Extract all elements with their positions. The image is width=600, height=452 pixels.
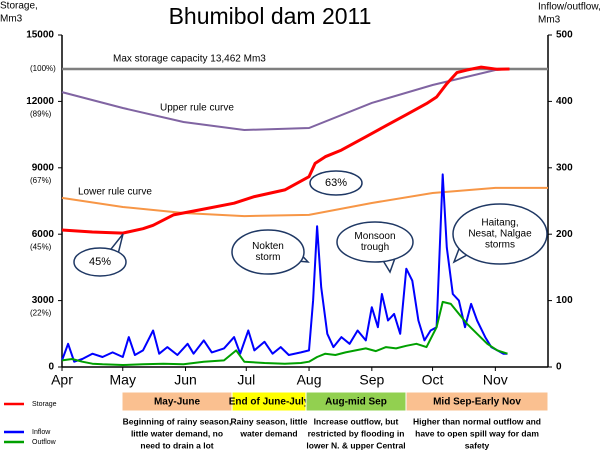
x-tick-label: Jun xyxy=(174,372,197,388)
y2-axis-label: Inflow/outflow, xyxy=(538,2,600,13)
callout-text: Monsoon xyxy=(354,231,395,242)
reference-label: Upper rule curve xyxy=(160,103,234,114)
x-tick-label: Jul xyxy=(237,372,255,388)
legend-label: Storage xyxy=(32,401,57,408)
y2-tick-label: 500 xyxy=(556,30,573,41)
x-tick-label: Nov xyxy=(483,372,508,388)
y-axis-label: Mm3 xyxy=(0,14,23,25)
series-line xyxy=(61,65,510,235)
callout-cover xyxy=(311,172,361,194)
y-tick-label: 9000 xyxy=(32,162,55,173)
period-text: need to drain a lot xyxy=(140,440,213,450)
period-text: Higher than normal outflow and xyxy=(413,416,541,426)
y-tick-note: (22%) xyxy=(30,309,52,318)
legend-label: Inflow xyxy=(32,429,51,436)
y-tick-label: 3000 xyxy=(32,295,55,306)
callout-cover xyxy=(75,249,125,275)
y-tick-note: (67%) xyxy=(30,176,52,185)
y-tick-note: (100%) xyxy=(30,64,56,73)
callout-cover xyxy=(338,223,412,261)
callout-text: Haitang, xyxy=(481,218,518,229)
reference-curve xyxy=(61,186,548,218)
period-title: May-June xyxy=(154,397,201,408)
period-text: Rainy season, little xyxy=(231,416,308,426)
y-tick-label: 12000 xyxy=(26,96,54,107)
y-tick-note: (89%) xyxy=(30,110,52,119)
period-text: restricted by flooding in xyxy=(308,428,405,438)
reference-curve xyxy=(61,68,508,132)
y-tick-label: 6000 xyxy=(32,229,55,240)
period-title: End of June-July xyxy=(229,397,310,408)
callout-text: 45% xyxy=(89,256,111,268)
y2-tick-label: 300 xyxy=(556,162,573,173)
callout-text: Nokten xyxy=(252,241,284,252)
period-text: Beginning of rainy season, xyxy=(123,416,232,426)
series-line xyxy=(61,173,508,363)
callout-text: storm xyxy=(256,252,281,263)
y2-tick-label: 100 xyxy=(556,295,573,306)
x-tick-label: Sep xyxy=(359,372,384,388)
x-tick-label: Aug xyxy=(297,372,322,388)
x-tick-label: Apr xyxy=(51,372,73,388)
callout-cover xyxy=(454,205,546,263)
y2-axis-label: Mm3 xyxy=(538,15,561,26)
chart-title: Bhumibol dam 2011 xyxy=(169,3,372,29)
callout-text: Nesat, Nalgae xyxy=(468,229,532,240)
period-text: lower N. & upper Central xyxy=(306,440,405,450)
period-text: water demand xyxy=(239,428,297,438)
y-axis-label: Storage, xyxy=(0,1,38,12)
period-title: Aug-mid Sep xyxy=(325,397,387,408)
callout-text: storms xyxy=(485,240,515,251)
y2-tick-label: 400 xyxy=(556,96,573,107)
callout-text: trough xyxy=(361,242,389,253)
y-tick-label: 15000 xyxy=(26,30,54,41)
period-text: have to open spill way for dam xyxy=(415,428,539,438)
period-header xyxy=(405,391,549,412)
series-line xyxy=(61,300,508,366)
reference-label: Lower rule curve xyxy=(78,187,152,198)
x-tick-label: Oct xyxy=(422,372,444,388)
y-tick-label: 0 xyxy=(48,362,54,373)
legend-label: Outflow xyxy=(32,439,57,446)
period-text: Increase outflow, but xyxy=(314,416,399,426)
callout-cover xyxy=(233,231,303,273)
period-text: safety xyxy=(465,440,490,450)
y2-tick-label: 0 xyxy=(556,362,562,373)
period-title: Mid Sep-Early Nov xyxy=(433,397,521,408)
reference-label: Max storage capacity 13,462 Mm3 xyxy=(113,54,266,65)
period-text: little water demand, no xyxy=(131,428,223,438)
x-tick-label: May xyxy=(110,372,136,388)
y2-tick-label: 200 xyxy=(556,229,573,240)
callout-text: 63% xyxy=(325,177,347,189)
y-tick-note: (45%) xyxy=(30,242,52,251)
